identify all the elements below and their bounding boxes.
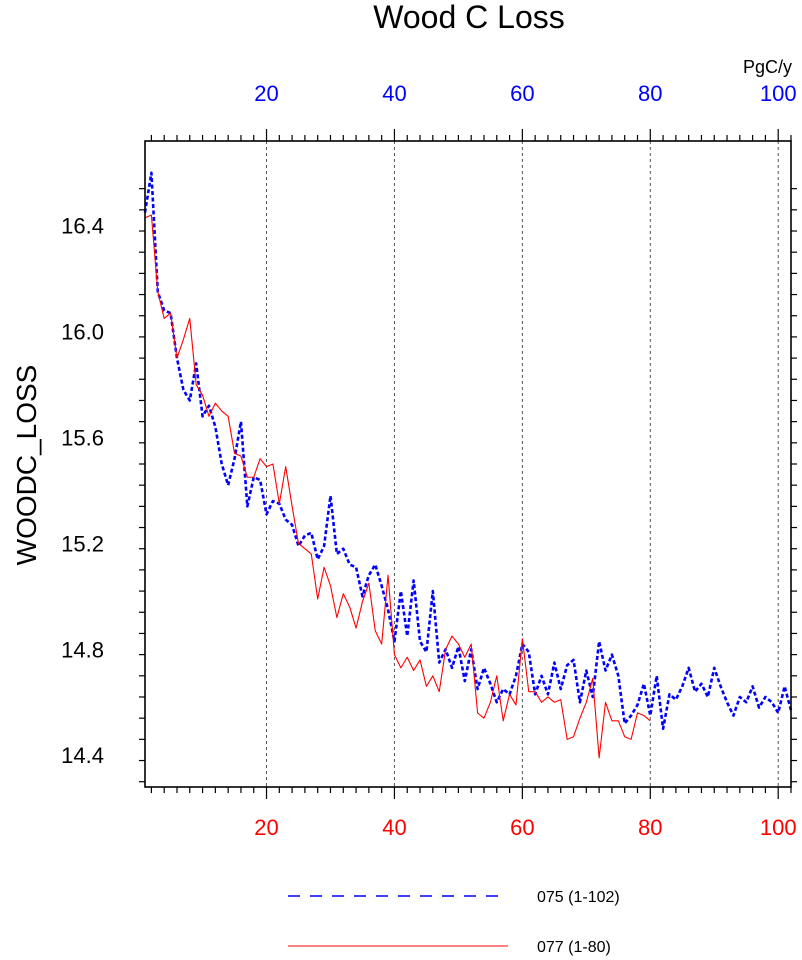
series-line-075 <box>143 171 793 731</box>
legend-label-075: 075 (1-102) <box>537 889 620 906</box>
x-tick-label-bottom-60: 60 <box>510 815 534 840</box>
y-tick-label-15.2: 15.2 <box>61 531 104 556</box>
y-tick-label-14.4: 14.4 <box>61 743 104 768</box>
x-tick-label-top-20: 20 <box>254 81 278 106</box>
x-tick-label-top-40: 40 <box>382 81 406 106</box>
x-tick-label-bottom-100: 100 <box>760 815 797 840</box>
y-axis-label: WOODC_LOSS <box>11 365 42 566</box>
chart-title: Wood C Loss <box>373 0 565 35</box>
y-tick-label-14.8: 14.8 <box>61 637 104 662</box>
axis-ticks <box>139 129 797 799</box>
grid-lines <box>266 141 779 787</box>
plot-frame <box>144 140 792 788</box>
tick-labels: 20 20 40 40 60 60 80 80 100 100 14.4 14.8 15.2 15.6 16… <box>61 81 796 840</box>
x-tick-label-bottom-20: 20 <box>254 815 278 840</box>
legend-label-077: 077 (1-80) <box>537 939 611 956</box>
x-tick-label-top-60: 60 <box>510 81 534 106</box>
legend: 075 (1-102) 077 (1-80) <box>288 889 620 956</box>
y-tick-label-16.4: 16.4 <box>61 214 104 239</box>
x-tick-label-bottom-80: 80 <box>638 815 662 840</box>
chart-units: PgC/y <box>743 57 792 77</box>
x-tick-label-top-100: 100 <box>760 81 797 106</box>
series-line-077 <box>144 214 651 759</box>
series-layer <box>143 171 793 759</box>
y-tick-label-15.6: 15.6 <box>61 426 104 451</box>
x-tick-label-top-80: 80 <box>638 81 662 106</box>
y-tick-label-16.0: 16.0 <box>61 320 104 345</box>
x-tick-label-bottom-40: 40 <box>382 815 406 840</box>
